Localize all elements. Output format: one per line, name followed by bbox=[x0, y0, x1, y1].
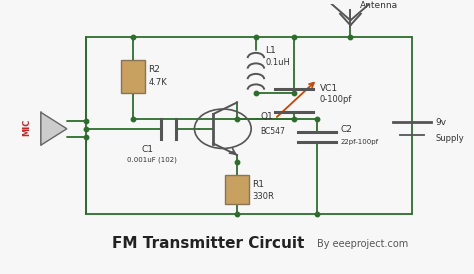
Text: R1: R1 bbox=[252, 180, 264, 189]
Text: BC547: BC547 bbox=[261, 127, 285, 136]
Text: 4.7K: 4.7K bbox=[148, 78, 167, 87]
Text: L1: L1 bbox=[265, 46, 276, 55]
Text: VC1: VC1 bbox=[319, 84, 338, 93]
Text: FM Transmitter Circuit: FM Transmitter Circuit bbox=[112, 236, 305, 251]
Text: 330R: 330R bbox=[252, 192, 274, 201]
Text: MIC: MIC bbox=[22, 119, 31, 136]
Text: C2: C2 bbox=[341, 125, 353, 134]
Text: R2: R2 bbox=[148, 65, 160, 74]
Text: 22pf-100pf: 22pf-100pf bbox=[341, 139, 379, 144]
Text: Q1: Q1 bbox=[261, 112, 273, 121]
Bar bbox=[121, 60, 145, 93]
Text: Antenna: Antenna bbox=[360, 1, 398, 10]
Text: 0.1uH: 0.1uH bbox=[265, 58, 290, 67]
Polygon shape bbox=[41, 112, 67, 145]
Text: 9v: 9v bbox=[436, 118, 447, 127]
Text: By eeeproject.com: By eeeproject.com bbox=[318, 239, 409, 249]
Text: 0.001uF (102): 0.001uF (102) bbox=[127, 157, 177, 163]
Bar bbox=[225, 175, 249, 204]
Text: 0-100pf: 0-100pf bbox=[319, 95, 352, 104]
Text: C1: C1 bbox=[141, 145, 153, 154]
Text: Supply: Supply bbox=[436, 134, 464, 143]
